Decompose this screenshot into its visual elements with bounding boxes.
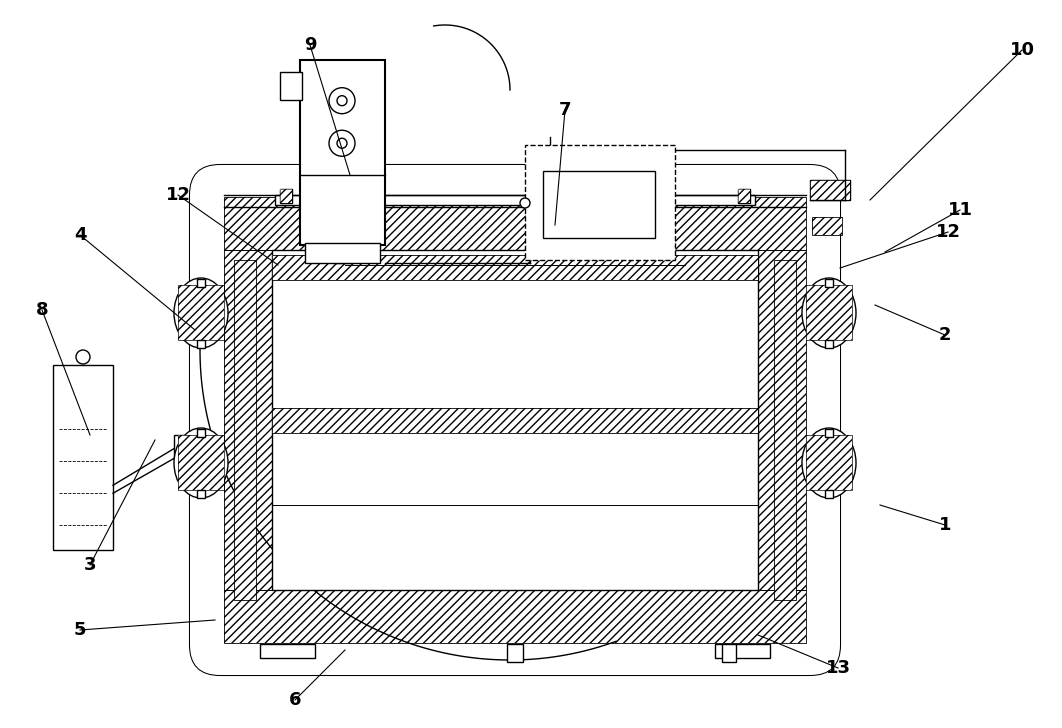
Bar [53, 365, 113, 550]
Bar [507, 644, 523, 662]
Bar [234, 260, 256, 600]
Text: 6: 6 [289, 691, 302, 709]
Bar [812, 217, 842, 235]
Bar [224, 590, 806, 643]
Text: 11: 11 [947, 201, 973, 219]
FancyBboxPatch shape [190, 165, 840, 675]
Bar [224, 590, 806, 643]
Bar [272, 255, 758, 280]
Bar [178, 285, 224, 340]
Bar [234, 260, 256, 600]
Bar [825, 279, 833, 287]
Bar [810, 180, 850, 200]
Bar [196, 429, 205, 437]
Ellipse shape [174, 278, 228, 348]
Bar [178, 285, 224, 340]
Bar [224, 250, 274, 590]
Bar [738, 189, 750, 203]
Text: 12: 12 [936, 223, 960, 241]
Bar [810, 180, 850, 200]
Text: 12: 12 [166, 186, 190, 204]
Text: 4: 4 [73, 226, 86, 244]
Bar [774, 260, 796, 600]
Bar [224, 250, 274, 590]
Bar [272, 408, 758, 433]
Text: 8: 8 [36, 301, 48, 319]
Bar [825, 340, 833, 348]
Bar [178, 435, 224, 490]
Ellipse shape [174, 428, 228, 498]
Bar [224, 197, 806, 250]
Circle shape [329, 87, 355, 114]
Ellipse shape [802, 278, 856, 348]
Bar [178, 435, 224, 490]
Bar [224, 197, 806, 250]
Bar [774, 260, 796, 600]
Bar [810, 180, 850, 200]
Bar [806, 285, 852, 340]
Bar [806, 285, 852, 340]
Text: 13: 13 [825, 659, 851, 677]
Bar [810, 180, 850, 200]
Bar [272, 250, 758, 590]
Bar [275, 195, 755, 205]
Bar [280, 72, 302, 100]
Bar [224, 197, 806, 250]
Bar [196, 340, 205, 348]
Bar [280, 189, 292, 203]
Bar [272, 408, 758, 433]
Bar [738, 189, 750, 203]
Bar [715, 644, 770, 658]
Bar [774, 260, 796, 600]
Bar [806, 435, 852, 490]
Bar [174, 435, 184, 460]
Bar [272, 408, 758, 433]
Text: 2: 2 [939, 326, 952, 344]
Bar [738, 189, 750, 203]
Circle shape [520, 198, 530, 208]
Bar [525, 145, 675, 260]
Text: 5: 5 [73, 621, 86, 639]
Bar [812, 217, 842, 235]
Text: 3: 3 [84, 556, 97, 574]
Bar [756, 250, 806, 590]
Bar [756, 250, 806, 590]
Text: 9: 9 [304, 36, 316, 54]
Circle shape [337, 95, 347, 106]
Circle shape [76, 350, 90, 364]
Bar [280, 189, 292, 203]
Bar [224, 250, 274, 590]
Circle shape [337, 138, 347, 149]
Bar [196, 490, 205, 498]
Bar [178, 435, 224, 490]
Bar [272, 255, 758, 280]
Bar [234, 260, 256, 600]
Bar [272, 255, 758, 280]
Bar [260, 644, 315, 658]
Bar [196, 279, 205, 287]
Ellipse shape [802, 428, 856, 498]
Bar [299, 60, 386, 245]
Bar [806, 435, 852, 490]
Bar [305, 243, 380, 263]
Text: 10: 10 [1010, 41, 1034, 59]
Text: 1: 1 [939, 516, 952, 534]
Bar [280, 189, 292, 203]
Bar [738, 189, 750, 203]
Circle shape [329, 130, 355, 157]
FancyBboxPatch shape [190, 165, 840, 675]
Bar [333, 205, 352, 263]
Bar [806, 435, 852, 490]
Bar [756, 250, 806, 590]
Bar [825, 429, 833, 437]
Bar [178, 285, 224, 340]
Bar [806, 285, 852, 340]
Bar [722, 644, 736, 662]
Bar [812, 217, 842, 235]
Bar [224, 590, 806, 643]
Bar [543, 171, 655, 238]
Text: 7: 7 [559, 101, 571, 119]
Bar [280, 189, 292, 203]
Bar [825, 490, 833, 498]
